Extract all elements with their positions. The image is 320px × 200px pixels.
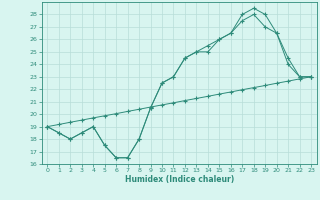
X-axis label: Humidex (Indice chaleur): Humidex (Indice chaleur): [124, 175, 234, 184]
